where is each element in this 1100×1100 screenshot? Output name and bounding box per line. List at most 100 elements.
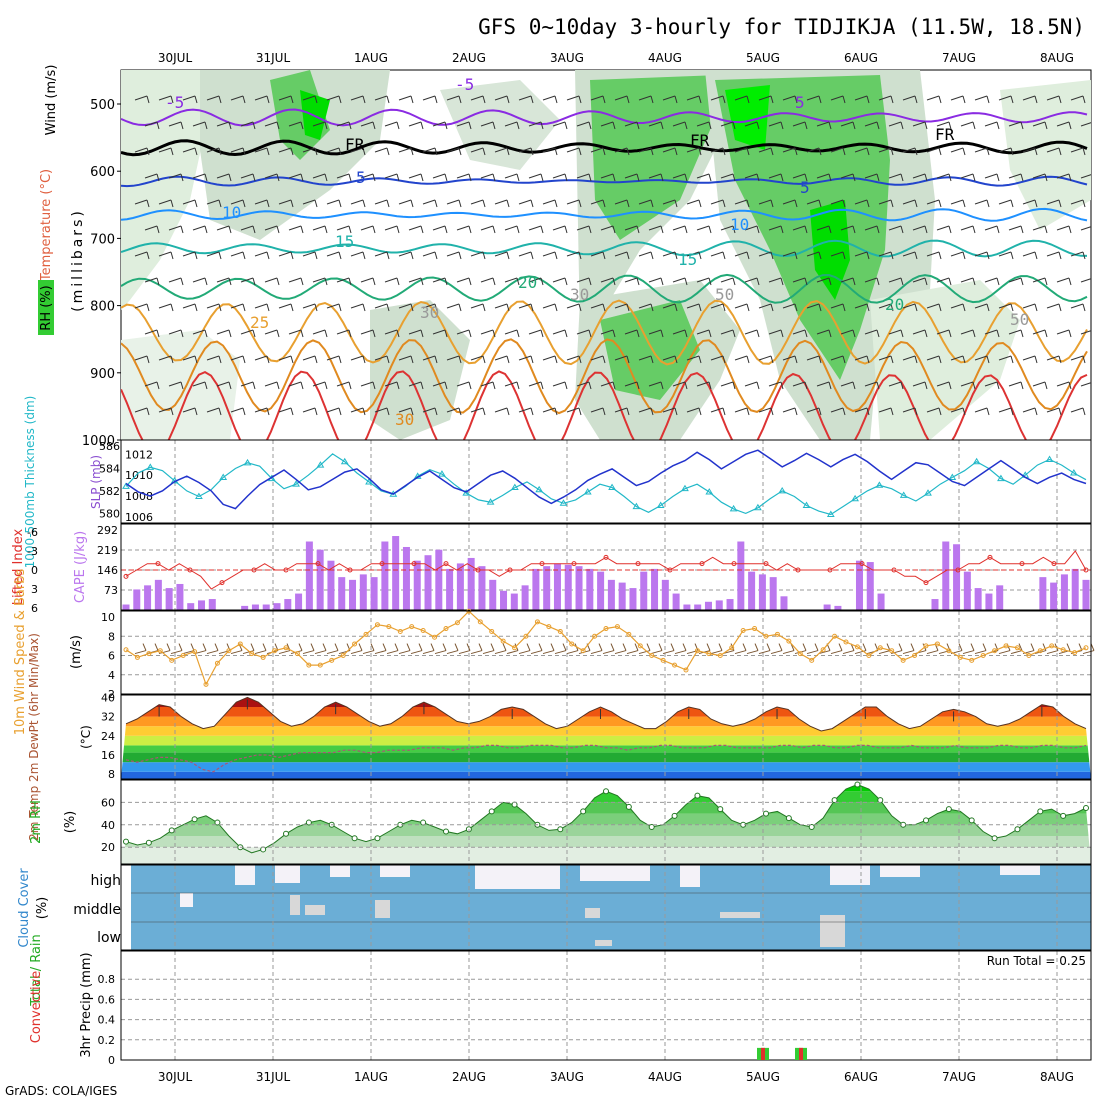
wind-barb: [530, 650, 543, 655]
wind-barb: [446, 303, 462, 312]
cape-bar: [349, 579, 357, 610]
rh-point: [1014, 826, 1021, 833]
slp-tick-label: 1012: [125, 448, 153, 461]
wind-barb: [216, 381, 232, 390]
temp-band: [121, 707, 1091, 717]
wind-barb: [888, 173, 904, 182]
cape-bar: [122, 604, 130, 610]
wind-barb: [648, 121, 664, 130]
wind-barb: [240, 381, 256, 390]
wind-barb: [686, 95, 702, 104]
wind-barb: [314, 650, 327, 655]
wind-barb: [792, 225, 808, 234]
cape-bar: [780, 596, 788, 610]
cape-bar: [359, 574, 367, 610]
wind-barb: [230, 650, 243, 655]
bottom-date-axis: 30JUL 31JUL 1AUG 2AUG 3AUG 4AUG 5AUG 6AUG 7AUG 8A…: [158, 1070, 1074, 1084]
wind-barb: [830, 303, 846, 312]
thickness-point: [802, 501, 811, 509]
cape-bar: [273, 603, 281, 610]
wind-barb: [696, 381, 712, 390]
rh-point: [168, 827, 175, 834]
wind-barb: [814, 643, 819, 651]
wind-barb: [350, 355, 366, 364]
wind-barb: [542, 251, 558, 260]
wind-barb: [302, 251, 318, 260]
cape-bar: [392, 536, 400, 610]
wind-barb: [806, 199, 822, 208]
wind-barb: [864, 381, 880, 390]
wind-barb: [446, 355, 462, 364]
cape-bar: [974, 588, 982, 610]
wind-barb: [662, 650, 675, 655]
wind-barb: [168, 121, 184, 130]
wind-barb: [458, 650, 471, 655]
wind-barb: [144, 277, 160, 286]
wind-barb: [912, 381, 928, 390]
wind-barb: [734, 650, 747, 655]
panel-frame: [120, 523, 1092, 611]
cape-bar: [521, 585, 529, 610]
wind-barb: [312, 121, 328, 130]
wind-barb: [648, 277, 664, 286]
rh-point: [557, 826, 564, 833]
wind-barb: [672, 173, 688, 182]
rh-point: [1060, 812, 1067, 819]
cape-bar: [704, 601, 712, 610]
thickness-point: [681, 484, 689, 492]
wind-barb: [862, 643, 867, 651]
cape-tick-label: 219: [97, 544, 118, 557]
wind-barb: [984, 173, 1000, 182]
wind-barb: [576, 381, 592, 390]
cloud-units-label: (%): [35, 897, 50, 920]
rh-shading: [1000, 80, 1091, 230]
wind-barb: [206, 355, 222, 364]
precip-units-label: 3hr Precip (mm): [79, 952, 94, 1057]
rh-point: [351, 835, 358, 842]
wind-barb: [864, 173, 880, 182]
wind-barb: [686, 355, 702, 364]
wind-barb: [154, 643, 159, 651]
isotherm-line: [121, 338, 1088, 415]
contour-label: 50: [715, 285, 734, 304]
wind-barb: [1008, 225, 1024, 234]
panel-frame: [120, 439, 1092, 524]
wind-speed-point: [763, 633, 769, 639]
wind-barb: [662, 199, 678, 208]
rh-point: [123, 838, 129, 845]
wind-barb: [430, 643, 435, 651]
wind-barb: [350, 199, 366, 208]
wind-barb: [840, 121, 856, 130]
wind-barb: [142, 643, 147, 651]
wind-barb: [1018, 643, 1023, 651]
wind-barb: [384, 277, 400, 286]
wind-barb: [806, 95, 822, 104]
wind-barb: [528, 381, 544, 390]
wind-barb: [254, 95, 270, 104]
wind-barb: [958, 643, 963, 651]
lifted-index-axis-label: Lifted Index: [11, 528, 26, 605]
rh-shading: [725, 85, 770, 150]
wind-barb: [466, 643, 471, 651]
wind-barb: [926, 251, 942, 260]
thickness-point: [851, 494, 859, 502]
wind-barb: [806, 650, 819, 655]
cape-bar: [748, 571, 756, 610]
wind-barb: [182, 95, 198, 104]
wind-barb: [614, 303, 630, 312]
wind-barb: [590, 251, 606, 260]
wind-barb: [384, 381, 400, 390]
wind-barb: [144, 381, 160, 390]
wind-barb: [360, 329, 376, 338]
wind-barb: [710, 147, 726, 156]
wind-barb: [744, 381, 760, 390]
cape-bar: [575, 566, 583, 610]
panel-frame: [120, 779, 1092, 865]
wind-barb: [950, 147, 966, 156]
wind-barb: [662, 95, 678, 104]
wind-speed-point: [877, 645, 883, 651]
wind-barb: [326, 251, 342, 260]
contour-label: 30: [395, 410, 414, 429]
wind-barb: [360, 121, 376, 130]
wind-speed-point: [706, 651, 712, 657]
